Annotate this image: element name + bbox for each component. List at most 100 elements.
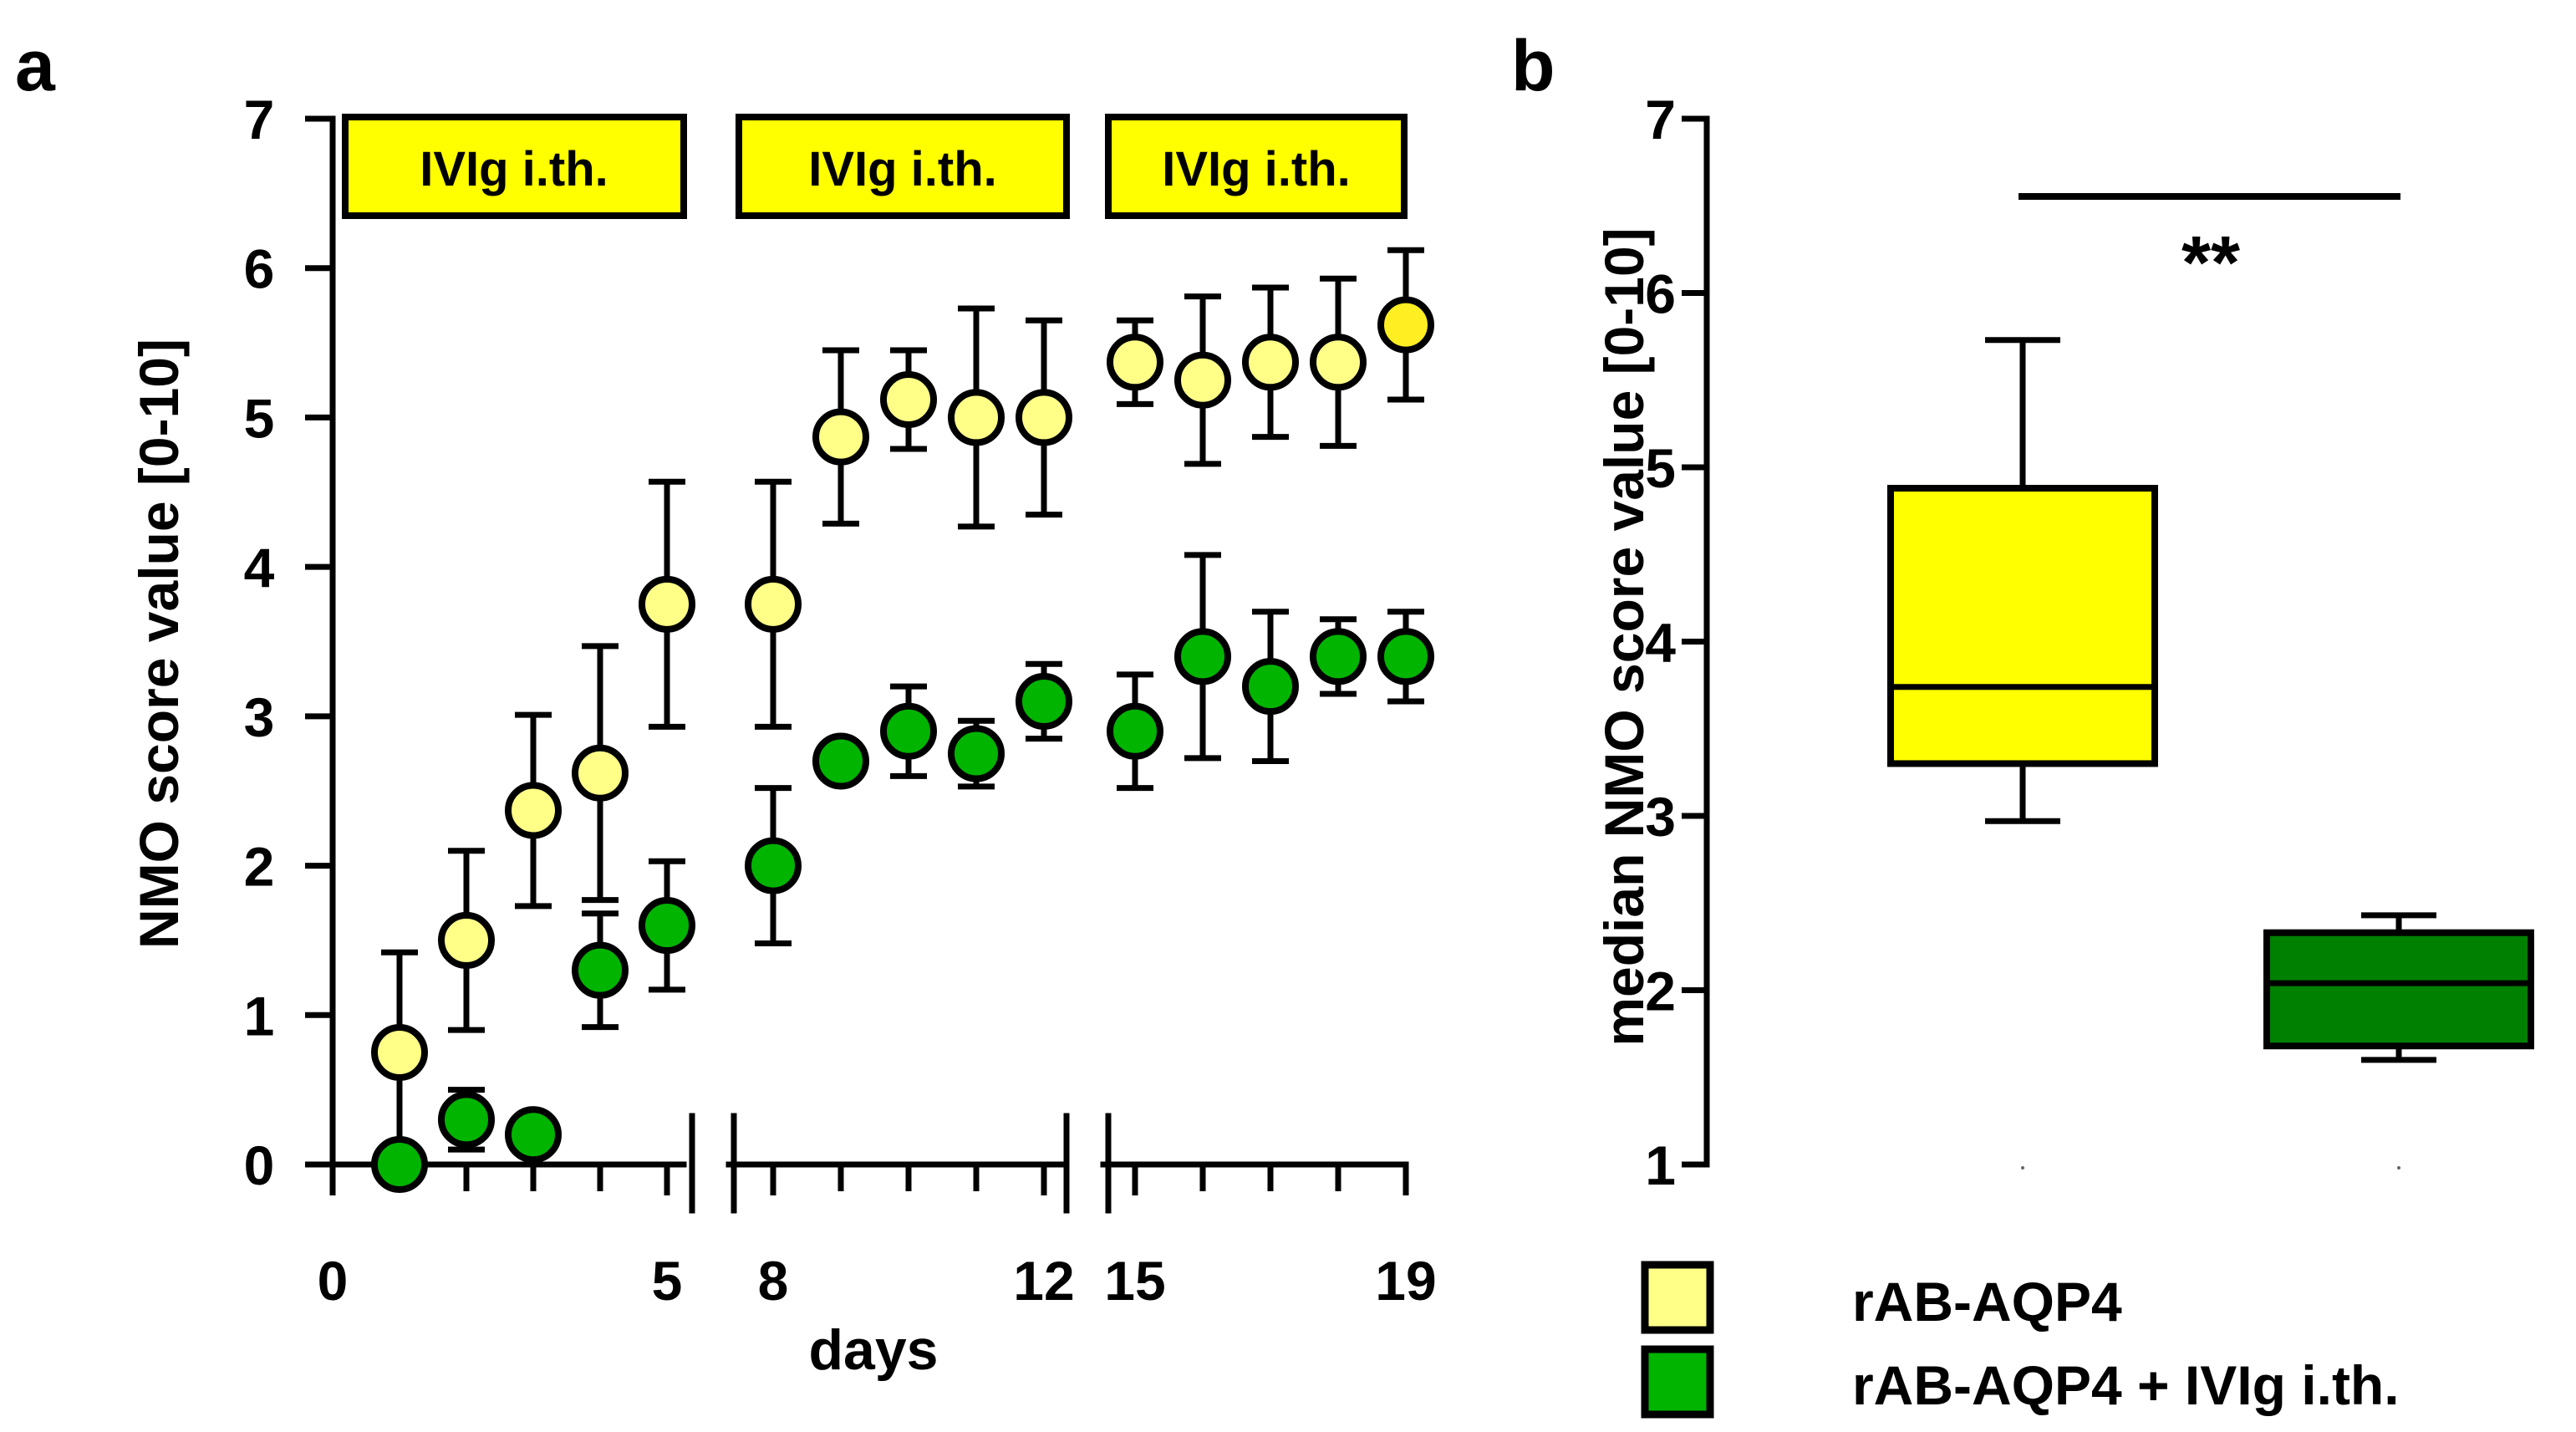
data-marker [572,744,629,802]
data-marker [1174,351,1231,409]
ivig-point-day-1 [371,1136,428,1193]
y-tick-label: 1 [1645,1134,1676,1196]
y-tick-label: 5 [244,387,275,449]
rab-aqp4-point-day-5 [639,478,695,730]
ivig-point-day-15 [1107,671,1163,792]
y-tick-label: 6 [244,238,275,300]
y-tick-label: 4 [1645,612,1676,674]
panel-a-data-points [371,247,1434,1193]
panel-a-y-label: NMO score value [0-10] [128,339,190,949]
rab-aqp4-point-day-4 [572,643,629,904]
legend-item-1: rAB-AQP4 [1641,1261,2122,1334]
legend-label: rAB-AQP4 + IVIg i.th. [1852,1354,2400,1416]
ivig-point-day-5 [639,858,695,993]
box-ivig [2263,912,2534,1063]
rab-aqp4-point-day-2 [438,848,495,1033]
data-marker [438,1091,495,1149]
y-tick-label: 6 [1645,263,1676,325]
data-marker [1107,334,1163,391]
data-marker [1310,628,1367,685]
panel-a-x-ticks: 0 5 8 12 15 19 [318,1164,1437,1312]
ivig-point-day-10 [880,683,937,779]
ivig-point-day-18 [1310,616,1367,697]
rab-aqp4-point-day-11 [948,305,1005,530]
data-marker [1310,334,1367,391]
data-marker [438,911,495,969]
data-marker [572,941,629,999]
data-marker [880,702,937,760]
y-tick-label: 7 [244,89,275,150]
x-tick-label: 8 [758,1250,789,1312]
treatment-banner-label: IVIg i.th. [808,142,997,196]
ivig-point-day-16 [1174,552,1231,762]
panel-a-y-ticks: 0 1 2 3 4 5 6 7 [244,89,333,1196]
x-tick-label: 5 [652,1250,683,1312]
rab-aqp4-point-day-19 [1377,247,1434,403]
ivig-point-day-11 [948,717,1005,790]
data-marker [639,897,695,955]
x-tick-label: 19 [1375,1250,1436,1312]
data-marker [745,837,802,894]
panel-b-letter: b [1511,26,1555,106]
data-marker [1174,628,1231,685]
y-tick-label: 5 [1645,437,1676,499]
ivig-point-day-8 [745,785,802,947]
legend-swatch [1641,1261,1714,1334]
legend-label: rAB-AQP4 [1852,1271,2122,1333]
panel-a-x-label: days [809,1318,939,1382]
legend: rAB-AQP4 rAB-AQP4 + IVIg i.th. [1641,1261,2400,1419]
data-marker [371,1023,428,1081]
rab-aqp4-point-day-9 [812,347,869,527]
rab-aqp4-point-day-12 [1016,317,1072,518]
y-tick-label: 3 [244,686,275,748]
data-marker [505,1106,562,1164]
rab-aqp4-point-day-8 [745,478,802,730]
rab-aqp4-point-day-18 [1310,275,1367,449]
data-marker [1377,296,1434,354]
y-tick-label: 0 [244,1134,275,1196]
panel-a-letter: a [15,26,56,106]
data-marker [1016,672,1072,730]
ivig-point-day-3 [505,1106,562,1164]
data-marker [1377,628,1434,685]
ivig-point-day-12 [1016,660,1072,742]
ivig-point-day-17 [1242,609,1299,764]
category-dot [2021,1166,2024,1170]
y-tick-label: 4 [244,537,275,599]
legend-swatch [1641,1345,1714,1419]
rab-aqp4-point-day-3 [505,711,562,910]
box-iqr [2263,929,2534,1050]
data-marker [745,575,802,633]
box-iqr [1887,485,2158,767]
legend-item-2: rAB-AQP4 + IVIg i.th. [1641,1345,2400,1419]
y-tick-label: 1 [244,985,275,1047]
y-tick-label: 7 [1645,89,1676,150]
ivig-point-day-4 [572,910,629,1031]
panel-b-y-ticks: 1 2 3 4 5 6 7 [1645,89,1707,1196]
rab-aqp4-point-day-16 [1174,293,1231,467]
rab-aqp4-point-day-15 [1107,317,1163,407]
data-marker [371,1136,428,1193]
y-tick-label: 2 [1645,961,1676,1022]
rab-aqp4-point-day-10 [880,347,937,452]
x-tick-label: 0 [318,1250,349,1312]
data-marker [1242,334,1299,391]
data-marker [880,370,937,428]
data-marker [812,408,869,466]
y-tick-label: 2 [244,836,275,898]
treatment-banner-2: IVIg i.th. [736,114,1070,219]
ivig-point-day-2 [438,1087,495,1153]
panel-b-boxes [1887,337,2534,1063]
data-marker [1107,702,1163,760]
data-marker [505,782,562,839]
treatment-banner-label: IVIg i.th. [420,142,608,196]
data-marker [948,389,1005,446]
data-marker [1242,658,1299,716]
ivig-point-day-9 [812,732,869,790]
y-tick-label: 3 [1645,786,1676,848]
treatment-banner-3: IVIg i.th. [1105,114,1408,219]
rab-aqp4-point-day-1 [371,949,428,1156]
ivig-point-day-19 [1377,609,1434,705]
box-rab-aqp4 [1887,337,2158,824]
